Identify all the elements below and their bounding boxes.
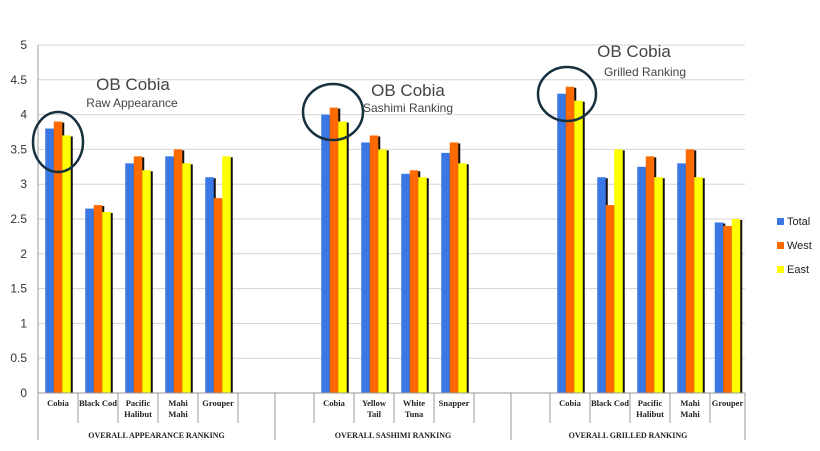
- y-tick-label: 0.5: [10, 351, 27, 365]
- bar-east: [614, 149, 623, 393]
- category-label: Cobia: [559, 398, 581, 408]
- bar-west: [645, 156, 655, 393]
- bar-east: [574, 100, 583, 394]
- category-label: Halibut: [636, 409, 664, 419]
- bar-total: [401, 173, 410, 393]
- axes: [37, 45, 746, 440]
- highlight-circle: [31, 110, 85, 174]
- legend-swatch-west: [777, 242, 784, 249]
- bar-east: [222, 156, 231, 393]
- bar-total: [125, 163, 134, 393]
- bar-total: [597, 177, 606, 393]
- category-label: Tuna: [405, 409, 424, 419]
- category-label: Cobia: [47, 398, 69, 408]
- annotation-title: OB Cobia: [371, 81, 445, 100]
- bar-total: [205, 177, 214, 393]
- annotation-subtitle: Grilled Ranking: [604, 65, 686, 79]
- legend-label: East: [787, 264, 809, 276]
- bar-total: [85, 208, 94, 393]
- legend-label: Total: [787, 216, 810, 228]
- category-label: Snapper: [439, 398, 470, 408]
- category-label: Tail: [367, 409, 382, 419]
- bar-east: [418, 177, 427, 393]
- bar-total: [714, 222, 724, 393]
- category-label: Mahi: [168, 398, 188, 408]
- y-tick-label: 1.5: [10, 282, 27, 296]
- y-tick-label: 4.5: [10, 73, 27, 87]
- bar-total: [557, 93, 566, 393]
- bar-total: [677, 163, 686, 393]
- bar-total: [637, 166, 646, 393]
- bar-east: [378, 149, 387, 393]
- bars: [45, 86, 743, 394]
- category-label: Pacific: [638, 398, 663, 408]
- bar-east: [654, 177, 663, 393]
- y-tick-label: 3: [20, 177, 27, 191]
- bar-west: [723, 225, 732, 393]
- gridlines: [38, 44, 745, 394]
- highlight-circle: [536, 65, 598, 123]
- annotation-title: OB Cobia: [96, 75, 170, 94]
- bar-west: [53, 121, 63, 393]
- bar-east: [62, 135, 71, 394]
- group-label: OVERALL SASHIMI RANKING: [335, 431, 451, 440]
- y-tick-label: 1: [20, 316, 27, 330]
- bar-east: [182, 163, 191, 393]
- bar-east: [338, 121, 347, 393]
- annotation-subtitle: Raw Appearance: [86, 96, 178, 110]
- category-label: Pacific: [126, 398, 151, 408]
- bar-west: [213, 198, 223, 393]
- category-label: Mahi: [168, 409, 188, 419]
- bar-west: [565, 86, 575, 393]
- legend-swatch-east: [777, 266, 784, 273]
- y-axis-labels: 0 0.5 1 1.5 2 2.5 3 3.5 4 4.5 5: [10, 38, 27, 400]
- bar-west: [173, 149, 183, 393]
- x-axis-labels: Cobia Black Cod PacificHalibutMahiMahiGrou…: [47, 398, 743, 440]
- group-label: OVERALL APPEARANCE RANKING: [88, 431, 224, 440]
- category-label: Halibut: [124, 409, 152, 419]
- bar-west: [369, 135, 379, 394]
- category-label: Mahi: [680, 398, 700, 408]
- legend-label: West: [787, 240, 812, 252]
- bar-west: [93, 205, 103, 393]
- category-label: Black Cod: [79, 398, 117, 408]
- bar-west: [409, 170, 419, 393]
- annotation-title: OB Cobia: [597, 42, 671, 61]
- category-label: Cobia: [323, 398, 345, 408]
- y-tick-label: 2: [20, 247, 27, 261]
- bar-west: [449, 142, 459, 393]
- bar-east: [458, 163, 467, 393]
- category-label: Yellow: [362, 398, 387, 408]
- y-tick-label: 3.5: [10, 142, 27, 156]
- bar-total: [165, 156, 174, 393]
- y-tick-label: 4: [20, 108, 27, 122]
- legend-swatch-total: [777, 218, 784, 225]
- bar-east: [694, 177, 703, 393]
- bar-east: [731, 219, 741, 393]
- y-tick-label: 0: [20, 386, 27, 400]
- bar-east: [102, 212, 111, 393]
- bar-east: [142, 170, 151, 393]
- bar-west: [133, 156, 143, 393]
- bar-west: [605, 205, 615, 393]
- category-label: Grouper: [712, 398, 744, 408]
- highlight-circle: [301, 82, 365, 142]
- bar-total: [321, 114, 330, 393]
- y-tick-label: 2.5: [10, 212, 27, 226]
- bar-total: [441, 152, 450, 393]
- legend: Total West East: [777, 216, 812, 276]
- category-label: White: [403, 398, 425, 408]
- group-label: OVERALL GRILLED RANKING: [569, 431, 688, 440]
- bar-total: [361, 142, 370, 393]
- bar-west: [329, 107, 339, 393]
- category-label: Black Cod: [591, 398, 629, 408]
- bar-total: [45, 128, 54, 393]
- category-label: Mahi: [680, 409, 700, 419]
- y-tick-label: 5: [20, 38, 27, 52]
- annotation-subtitle: Sashimi Ranking: [363, 101, 453, 115]
- category-label: Grouper: [202, 398, 234, 408]
- bar-west: [685, 149, 695, 393]
